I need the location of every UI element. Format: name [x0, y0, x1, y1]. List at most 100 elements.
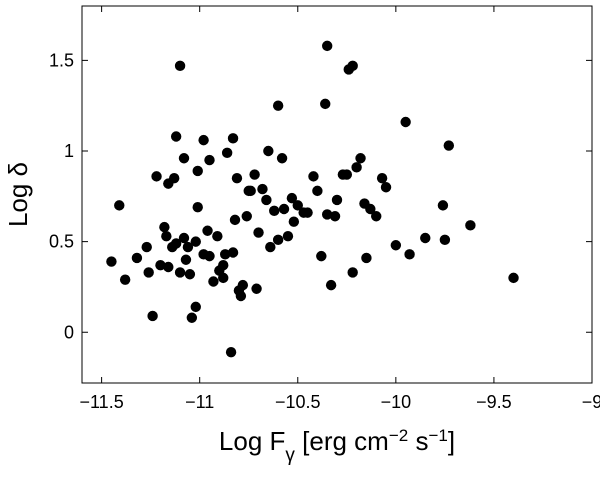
data-point	[292, 200, 303, 211]
data-point	[439, 234, 451, 246]
data-point	[198, 249, 209, 260]
data-point	[443, 140, 455, 151]
data-point	[198, 134, 209, 146]
data-point	[249, 169, 260, 180]
data-point	[269, 205, 280, 217]
data-point	[225, 346, 237, 358]
data-point	[147, 310, 158, 322]
x-tick-label: −10	[381, 392, 412, 412]
data-point	[286, 192, 298, 204]
data-point	[178, 232, 190, 244]
data-point	[465, 220, 476, 231]
data-point	[380, 182, 392, 193]
data-points	[106, 40, 519, 358]
data-point	[320, 98, 331, 110]
data-point	[212, 230, 223, 242]
data-point	[231, 172, 243, 184]
data-point	[308, 171, 319, 182]
data-point	[170, 238, 182, 249]
y-tick-label: 0.5	[49, 232, 74, 252]
data-point	[243, 185, 254, 197]
data-point	[325, 279, 337, 291]
data-point	[168, 172, 180, 184]
data-point	[355, 153, 366, 164]
x-tick-label: −11	[185, 392, 214, 412]
data-point	[141, 241, 152, 253]
data-point	[170, 131, 182, 142]
axis-ticks: −11.5 −11 −10.5 −10 −9.5 −9 0 0.5 1 1.5	[49, 6, 600, 412]
x-axis-title: Log Fγ [erg cm−2 s−1]	[219, 426, 455, 466]
data-point	[233, 285, 245, 296]
data-point	[282, 230, 294, 242]
data-point	[251, 283, 262, 294]
x-tick-label: −9.5	[476, 392, 512, 412]
data-point	[288, 216, 300, 227]
data-point	[227, 133, 239, 144]
data-point	[265, 241, 276, 253]
data-point	[404, 249, 415, 260]
data-point	[178, 153, 190, 164]
data-point	[143, 267, 154, 278]
data-point	[347, 60, 358, 72]
data-point	[192, 201, 203, 213]
data-point	[302, 207, 313, 218]
data-point	[390, 240, 402, 251]
x-tick-label: −11.5	[80, 392, 124, 412]
data-point	[371, 211, 382, 222]
data-point	[214, 265, 225, 276]
data-point	[351, 162, 362, 173]
data-point	[437, 200, 449, 211]
y-axis-title: Log δ	[3, 162, 33, 227]
y-tick-label: 1	[64, 141, 74, 161]
data-point	[204, 154, 215, 166]
data-point	[202, 225, 213, 236]
data-point	[190, 236, 201, 247]
data-point	[190, 301, 201, 313]
data-point	[161, 230, 172, 242]
data-point	[263, 145, 274, 157]
data-point	[241, 211, 252, 222]
data-point	[174, 60, 186, 72]
data-point	[180, 254, 192, 265]
data-point	[184, 269, 196, 280]
data-point	[227, 247, 239, 258]
y-tick-label: 1.5	[49, 50, 74, 70]
data-point	[182, 241, 194, 253]
data-point	[376, 172, 388, 184]
data-point	[420, 232, 431, 244]
data-point	[341, 169, 353, 180]
data-point	[400, 116, 411, 128]
data-point	[321, 209, 333, 220]
data-point	[114, 200, 125, 211]
data-point	[278, 203, 290, 215]
data-point	[208, 276, 219, 287]
data-point	[508, 272, 519, 284]
data-point	[159, 221, 170, 233]
data-point	[131, 252, 143, 264]
plot-frame	[81, 5, 593, 384]
data-point	[331, 194, 343, 206]
data-point	[257, 183, 268, 195]
data-point	[272, 100, 284, 111]
data-point	[151, 171, 162, 182]
data-point	[106, 256, 117, 267]
data-point	[253, 227, 264, 238]
data-point	[192, 165, 203, 177]
data-point	[361, 252, 372, 264]
data-point	[221, 147, 233, 159]
data-point	[347, 267, 358, 278]
x-tick-label: −10.5	[275, 392, 321, 412]
data-point	[163, 261, 174, 273]
data-point	[312, 185, 323, 197]
y-tick-label: 0	[64, 322, 74, 342]
x-tick-label: −9	[582, 392, 600, 412]
data-point	[155, 259, 166, 271]
data-point	[219, 249, 231, 260]
data-point	[365, 203, 376, 215]
data-point	[261, 194, 272, 206]
data-point	[272, 234, 284, 246]
data-point	[316, 250, 327, 262]
data-point	[119, 274, 131, 285]
